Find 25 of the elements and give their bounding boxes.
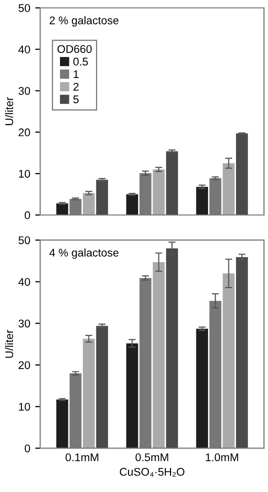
legend-label: 1 [74,70,79,78]
y-tick-label: 10 [18,402,30,411]
annotation: 2 % galactose [50,16,118,27]
x-tick-label: 1.0mM [206,453,238,462]
y-tick-label: 50 [18,236,30,244]
x-tick-label: 0.1mM [66,453,98,462]
x-axis-title: CuSO₄·5H₂O [120,468,184,477]
y-tick-label: 50 [18,4,30,12]
y-tick-label: 0 [24,444,30,452]
legend-label: 2 [73,82,79,91]
y-tick-label: 40 [18,278,30,286]
x-tick-label: 0.5mM [136,453,168,462]
y-tick-label: 20 [18,128,30,136]
annotation: 4 % galactose [49,248,118,259]
y-tick-label: 20 [18,361,30,370]
y-tick-label: 0 [24,211,30,220]
y-tick-label: 30 [18,86,30,95]
y-axis-title: U/liter [4,330,14,358]
y-tick-label: 40 [18,46,30,54]
y-tick-label: 30 [18,320,30,328]
legend-label: 5 [73,96,79,104]
legend-label: 0.5 [73,58,88,66]
legend-title: OD660 [57,45,92,53]
y-axis-title: U/liter [4,97,14,126]
y-tick-label: 10 [18,170,30,178]
